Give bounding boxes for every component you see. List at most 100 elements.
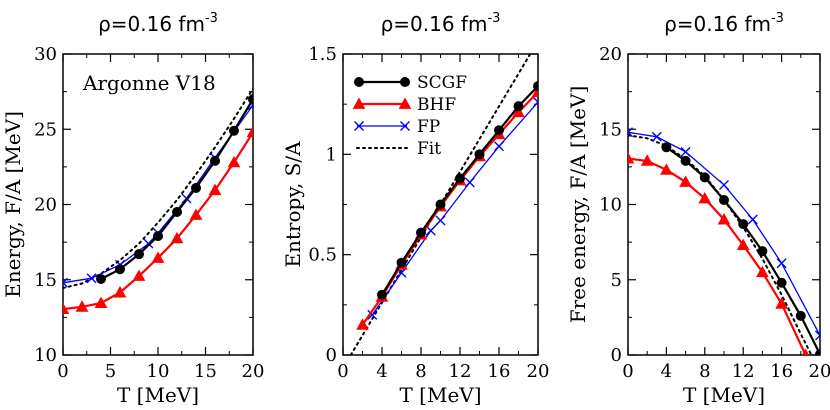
data-point-fp xyxy=(747,214,758,225)
y-axis-label: Entropy, S/A xyxy=(281,141,305,268)
data-point-scgf xyxy=(513,101,524,112)
x-tick-label: 5 xyxy=(105,361,116,382)
y-tick-label: 0 xyxy=(611,345,622,366)
data-point-bhf xyxy=(208,183,222,196)
x-tick-label: 12 xyxy=(732,361,755,382)
series-line-fp xyxy=(63,104,253,284)
legend-marker xyxy=(400,77,410,87)
legend-marker xyxy=(398,97,412,109)
series-group xyxy=(63,87,253,314)
x-tick-label: 15 xyxy=(194,361,217,382)
legend-label: Fit xyxy=(417,139,441,159)
data-point-scgf xyxy=(533,81,538,92)
data-point-scgf xyxy=(738,219,749,230)
data-point-bhf xyxy=(63,302,70,314)
data-point-bhf xyxy=(227,155,241,168)
legend-item-bhf: BHF xyxy=(352,95,456,115)
data-point-bhf xyxy=(717,213,731,225)
data-point-scgf xyxy=(776,277,787,288)
x-tick-label: 8 xyxy=(699,361,710,382)
data-point-fp xyxy=(367,309,378,320)
plot-frame xyxy=(62,53,254,356)
legend-item-fit: Fit xyxy=(356,139,441,159)
data-point-bhf xyxy=(75,300,89,312)
legend-label: BHF xyxy=(417,95,456,115)
data-point-scgf xyxy=(719,194,729,205)
legend-marker xyxy=(352,97,366,109)
series-line-fit xyxy=(63,87,253,289)
x-axis-label: T [MeV] xyxy=(399,383,481,407)
data-point-fp xyxy=(651,131,662,142)
x-tick-label: 16 xyxy=(488,361,511,382)
data-point-scgf xyxy=(680,155,691,166)
data-point-fp xyxy=(680,146,691,157)
chart-title: ρ=0.16 fm-3 xyxy=(381,11,501,36)
data-point-scgf xyxy=(377,289,387,300)
series-line-bhf xyxy=(628,157,807,355)
y-tick-label: 15 xyxy=(599,119,622,140)
chart-title: ρ=0.16 fm-3 xyxy=(664,11,784,36)
y-tick-label: 20 xyxy=(599,44,622,65)
y-tick-label: 1.5 xyxy=(308,44,337,65)
data-point-scgf xyxy=(416,227,426,238)
data-point-bhf xyxy=(801,348,810,355)
x-tick-label: 20 xyxy=(242,361,265,382)
data-point-bhf xyxy=(132,269,146,281)
y-tick-label: 0 xyxy=(326,345,337,366)
series-line-fp xyxy=(371,101,538,316)
data-point-bhf xyxy=(113,286,127,298)
x-tick-label: 10 xyxy=(147,361,170,382)
data-point-bhf xyxy=(640,154,654,166)
panel-3: 0 4 8 12 16 20 0 5 10 15 20 ρ=0.16 fm-3 T [MeV] Free … xyxy=(566,11,830,407)
x-axis-label: T [MeV] xyxy=(117,383,199,407)
data-point-fp xyxy=(628,127,633,138)
data-point-fp xyxy=(464,177,475,188)
data-point-fp xyxy=(719,179,729,190)
x-tick-label: 4 xyxy=(661,361,672,382)
data-point-scgf xyxy=(494,125,504,136)
y-tick-label: 15 xyxy=(34,270,57,291)
data-point-bhf xyxy=(756,265,769,278)
series-line-fp xyxy=(628,131,820,336)
series-line-scgf xyxy=(665,146,820,355)
y-tick-label: 10 xyxy=(599,195,622,216)
x-tick-label: 4 xyxy=(376,361,387,382)
data-point-scgf xyxy=(229,125,239,136)
data-point-scgf xyxy=(115,264,125,275)
data-point-bhf xyxy=(736,238,750,251)
x-tick-label: 12 xyxy=(449,361,472,382)
data-point-fp xyxy=(86,273,97,284)
data-point-scgf xyxy=(699,172,710,183)
y-tick-label: 25 xyxy=(34,119,57,140)
y-tick-label: 10 xyxy=(34,345,57,366)
x-tick-label: 0 xyxy=(622,361,633,382)
data-point-scgf xyxy=(191,182,201,193)
x-tick-label: 8 xyxy=(415,361,426,382)
data-point-scgf xyxy=(153,231,163,242)
data-point-fp xyxy=(435,215,446,226)
data-point-fp xyxy=(494,141,504,152)
y-tick-label: 5 xyxy=(611,270,622,291)
x-tick-label: 20 xyxy=(527,361,550,382)
data-point-scgf xyxy=(661,142,672,153)
legend-label: SCGF xyxy=(417,73,467,93)
data-point-scgf xyxy=(172,207,182,218)
data-point-bhf xyxy=(246,125,253,138)
data-point-bhf xyxy=(512,105,525,118)
x-tick-label: 16 xyxy=(770,361,793,382)
data-point-bhf xyxy=(189,208,203,220)
data-point-bhf xyxy=(628,152,635,164)
y-axis-label: Free energy, F/A [MeV] xyxy=(566,86,590,324)
panel-1: 0 5 10 15 20 10 15 20 25 30 ρ=0.16 fm-3 T [MeV] Ener… xyxy=(1,11,264,407)
data-point-bhf xyxy=(94,296,108,308)
data-point-bhf xyxy=(356,318,369,330)
data-point-fp xyxy=(425,225,436,236)
data-point-bhf xyxy=(679,175,692,187)
x-tick-label: 20 xyxy=(809,361,830,382)
data-point-scgf xyxy=(815,349,820,355)
y-tick-label: 30 xyxy=(34,44,57,65)
data-point-scgf xyxy=(210,155,220,166)
data-point-fp xyxy=(533,97,538,108)
data-point-bhf xyxy=(698,191,712,204)
legend-label: FP xyxy=(417,117,440,137)
